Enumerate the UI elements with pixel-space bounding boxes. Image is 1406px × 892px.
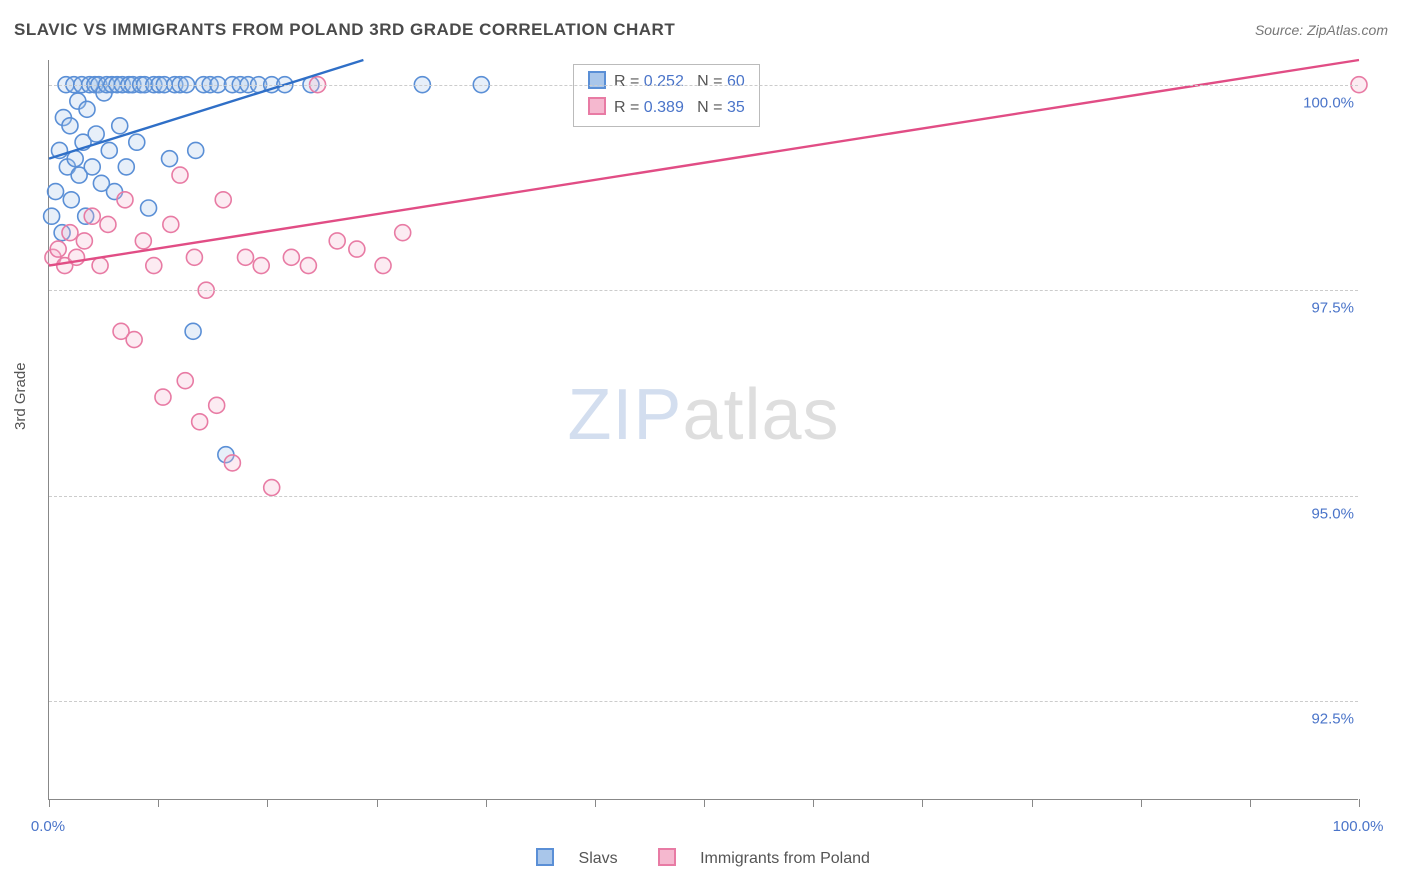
scatter-point (146, 258, 162, 274)
y-tick-label: 97.5% (1311, 300, 1360, 317)
legend-r-value: 0.252 (644, 73, 684, 90)
legend-swatch (588, 97, 606, 115)
x-tick (704, 799, 705, 807)
legend-row: R = 0.252 N = 60 (588, 69, 745, 95)
legend-swatch (588, 71, 606, 89)
scatter-point (44, 208, 60, 224)
x-tick (1141, 799, 1142, 807)
legend-label: Slavs (579, 850, 618, 867)
scatter-point (163, 216, 179, 232)
scatter-point (329, 233, 345, 249)
gridline-h (49, 85, 1358, 86)
scatter-point (118, 159, 134, 175)
scatter-point (188, 142, 204, 158)
x-tick (1250, 799, 1251, 807)
trend-line (49, 60, 363, 159)
x-tick-label: 0.0% (31, 818, 65, 835)
x-tick (486, 799, 487, 807)
scatter-point (283, 249, 299, 265)
scatter-point (129, 134, 145, 150)
scatter-point (62, 118, 78, 134)
scatter-point (50, 241, 66, 257)
legend-n-label: N = (684, 99, 727, 116)
x-tick (158, 799, 159, 807)
legend-n-label: N = (684, 73, 727, 90)
scatter-point (84, 208, 100, 224)
scatter-point (117, 192, 133, 208)
scatter-point (100, 216, 116, 232)
x-tick (377, 799, 378, 807)
scatter-point (395, 225, 411, 241)
x-tick (595, 799, 596, 807)
legend-row: R = 0.389 N = 35 (588, 95, 745, 121)
legend-r-label: R = (614, 73, 644, 90)
y-axis-label: 3rd Grade (12, 362, 29, 430)
scatter-point (238, 249, 254, 265)
legend-item: Immigrants from Poland (648, 850, 880, 867)
legend-r-value: 0.389 (644, 99, 684, 116)
legend-swatch (658, 848, 676, 866)
scatter-point (155, 389, 171, 405)
scatter-point (84, 159, 100, 175)
y-tick-label: 92.5% (1311, 711, 1360, 728)
scatter-point (112, 118, 128, 134)
scatter-point (192, 414, 208, 430)
source-attribution: Source: ZipAtlas.com (1255, 22, 1388, 38)
scatter-point (375, 258, 391, 274)
scatter-point (126, 332, 142, 348)
scatter-point (349, 241, 365, 257)
scatter-point (101, 142, 117, 158)
x-tick (267, 799, 268, 807)
legend-r-label: R = (614, 99, 644, 116)
scatter-point (162, 151, 178, 167)
scatter-point (215, 192, 231, 208)
y-tick-label: 100.0% (1303, 94, 1360, 111)
scatter-point (141, 200, 157, 216)
scatter-point (62, 225, 78, 241)
scatter-point (135, 233, 151, 249)
scatter-point (264, 480, 280, 496)
scatter-point (253, 258, 269, 274)
gridline-h (49, 290, 1358, 291)
plot-area: R = 0.252 N = 60R = 0.389 N = 35 ZIPatla… (48, 60, 1358, 800)
legend-swatch (536, 848, 554, 866)
legend-item: Slavs (526, 850, 628, 867)
scatter-point (79, 101, 95, 117)
x-tick (1359, 799, 1360, 807)
scatter-point (209, 397, 225, 413)
scatter-point (88, 126, 104, 142)
correlation-legend: R = 0.252 N = 60R = 0.389 N = 35 (573, 64, 760, 127)
scatter-point (63, 192, 79, 208)
scatter-point (177, 373, 193, 389)
legend-n-value: 60 (727, 73, 745, 90)
series-legend: Slavs Immigrants from Poland (0, 848, 1406, 868)
scatter-point (186, 249, 202, 265)
scatter-point (224, 455, 240, 471)
scatter-point (76, 233, 92, 249)
y-tick-label: 95.0% (1311, 505, 1360, 522)
scatter-point (172, 167, 188, 183)
scatter-point (300, 258, 316, 274)
gridline-h (49, 701, 1358, 702)
scatter-point (185, 323, 201, 339)
legend-label: Immigrants from Poland (700, 850, 870, 867)
x-tick (922, 799, 923, 807)
chart-title: SLAVIC VS IMMIGRANTS FROM POLAND 3RD GRA… (14, 20, 675, 40)
scatter-svg (49, 60, 1358, 799)
x-tick (49, 799, 50, 807)
x-tick (1032, 799, 1033, 807)
gridline-h (49, 496, 1358, 497)
legend-n-value: 35 (727, 99, 745, 116)
x-tick-label: 100.0% (1333, 818, 1384, 835)
x-tick (813, 799, 814, 807)
scatter-point (48, 184, 64, 200)
scatter-point (92, 258, 108, 274)
